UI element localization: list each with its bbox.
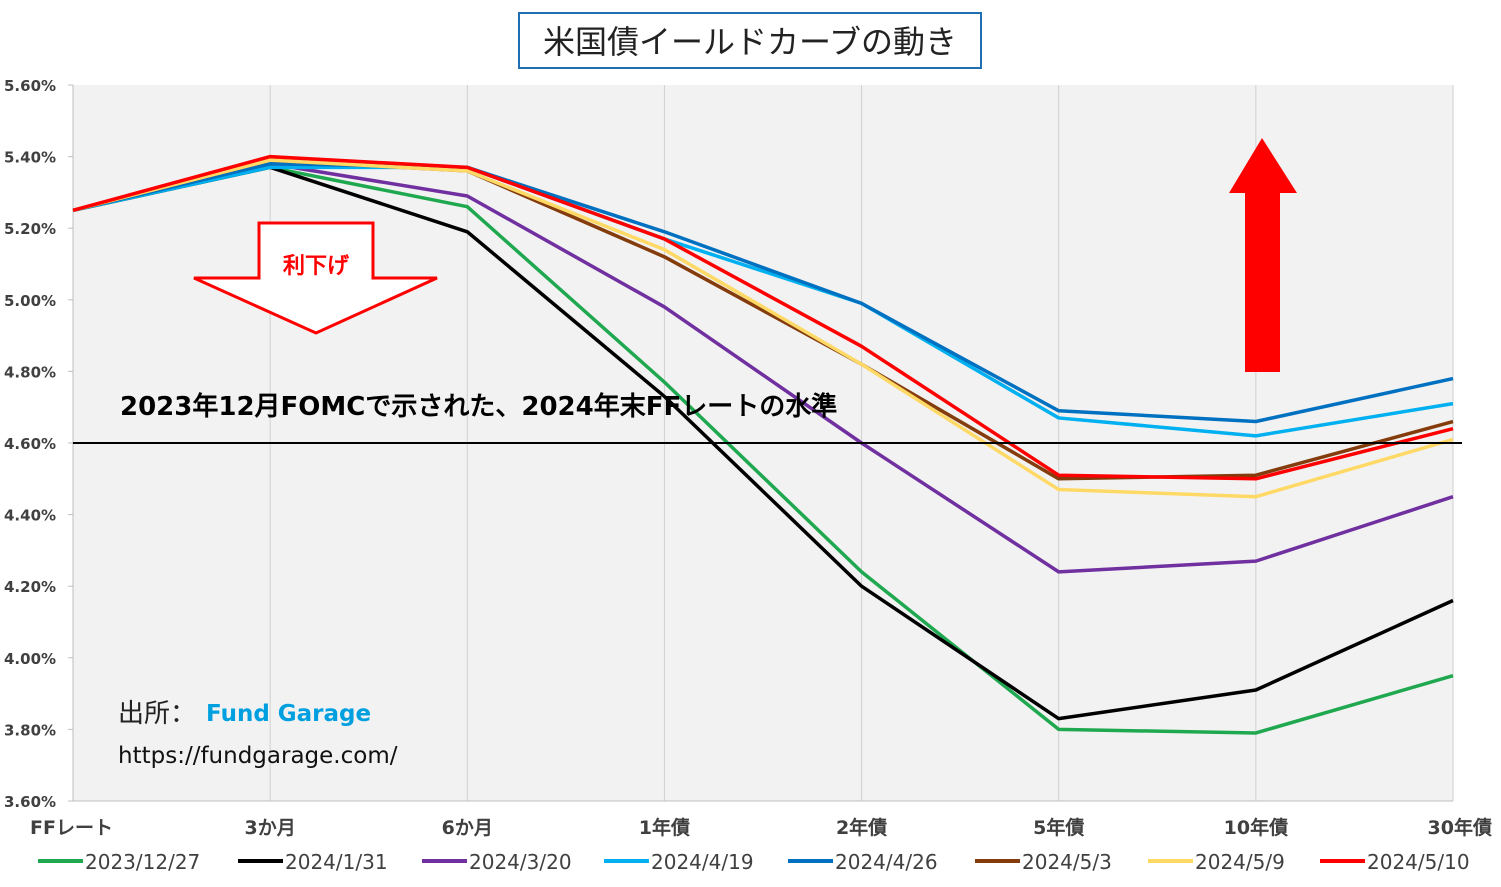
- y-tick-label: 5.60%: [4, 77, 56, 95]
- legend: 2023/12/27 2024/1/31 2024/3/20 2024/4/19 202…: [38, 850, 1470, 874]
- reference-line-label: 2023年12月FOMCで示された、2024年末FFレートの水準: [120, 391, 837, 422]
- series-line: [72, 165, 1454, 735]
- y-tick-label: 4.20%: [4, 578, 56, 596]
- series-line: [72, 158, 1454, 499]
- y-tick-label: 4.40%: [4, 507, 56, 525]
- x-tick-label: 2年債: [836, 816, 887, 839]
- y-tick-label: 3.60%: [4, 793, 56, 811]
- source-name: Fund Garage: [206, 701, 371, 727]
- series-line: [72, 162, 1454, 574]
- legend-label: 2024/4/19: [651, 850, 754, 874]
- y-tick-label: 3.80%: [4, 721, 56, 739]
- series-line: [72, 165, 1454, 721]
- x-tick-label: 3か月: [245, 817, 296, 839]
- source-url: https://fundgarage.com/: [118, 743, 398, 769]
- x-tick-label: 5年債: [1033, 816, 1084, 839]
- y-tick-label: 5.20%: [4, 220, 56, 238]
- x-axis-tick-labels: FFレート 3か月 6か月 1年債 2年債 5年債 10年債 30年債: [30, 816, 1492, 839]
- series-line: [72, 165, 1454, 438]
- x-tick-label: 1年債: [639, 816, 690, 839]
- y-tick-label: 4.00%: [4, 650, 56, 668]
- legend-label: 2024/5/3: [1022, 850, 1112, 874]
- x-tick-label: FFレート: [30, 817, 113, 839]
- y-tick-label: 5.40%: [4, 149, 56, 167]
- series-lines: [72, 154, 1454, 735]
- y-tick-label: 5.00%: [4, 292, 56, 310]
- x-tick-label: 6か月: [442, 817, 493, 839]
- legend-label: 2023/12/27: [85, 850, 200, 874]
- series-line: [72, 154, 1454, 481]
- chart-title: 米国債イールドカーブの動き: [543, 23, 957, 61]
- legend-label: 2024/3/20: [469, 850, 572, 874]
- y-tick-label: 4.60%: [4, 435, 56, 453]
- y-axis-tick-labels: 3.60% 3.80% 4.00% 4.20% 4.40% 4.60% 4.80% 5.00%…: [4, 77, 73, 811]
- series-line: [72, 162, 1454, 424]
- title-box: [518, 12, 982, 69]
- legend-label: 2024/4/26: [835, 850, 938, 874]
- rate-rise-up-arrow: [1229, 138, 1297, 372]
- rate-cut-label: 利下げ: [283, 254, 350, 279]
- x-tick-label: 30年債: [1428, 816, 1492, 839]
- source-label: 出所：: [118, 699, 196, 729]
- x-tick-label: 10年債: [1224, 816, 1288, 839]
- rate-cut-down-arrow: [193, 221, 438, 335]
- legend-label: 2024/5/9: [1195, 850, 1285, 874]
- legend-label: 2024/5/10: [1367, 850, 1470, 874]
- y-tick-label: 4.80%: [4, 363, 56, 381]
- legend-label: 2024/1/31: [285, 850, 388, 874]
